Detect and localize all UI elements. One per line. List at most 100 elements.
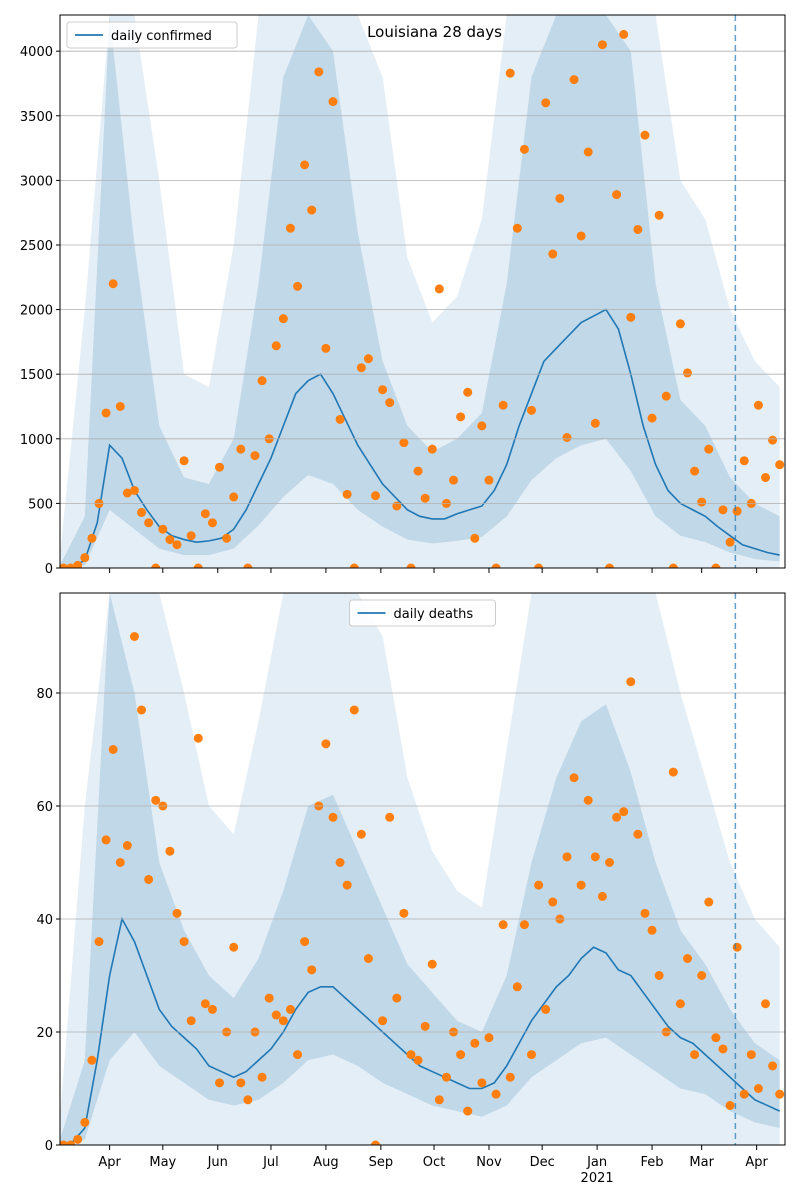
observed-point: [569, 773, 579, 783]
observed-point: [548, 249, 558, 259]
observed-point: [307, 965, 317, 975]
observed-point: [775, 460, 785, 470]
y-tick-label: 1000: [20, 433, 53, 448]
legend-label: daily deaths: [394, 607, 474, 622]
observed-point: [236, 1078, 246, 1088]
observed-point: [484, 1033, 494, 1043]
observed-point: [675, 999, 685, 1009]
observed-point: [683, 368, 693, 378]
observed-point: [73, 1134, 83, 1144]
observed-point: [498, 400, 508, 410]
observed-point: [718, 505, 728, 515]
observed-point: [158, 524, 168, 534]
observed-point: [179, 937, 189, 947]
x-tick-label: Mar: [689, 1155, 714, 1170]
observed-point: [257, 1072, 267, 1082]
observed-point: [527, 1050, 537, 1060]
observed-point: [498, 920, 508, 930]
chart-title: Louisiana 28 days: [367, 23, 502, 41]
observed-point: [229, 492, 239, 502]
observed-point: [207, 518, 217, 528]
observed-point: [371, 1140, 381, 1145]
observed-point: [328, 812, 338, 822]
observed-point: [668, 767, 678, 777]
observed-point: [732, 942, 742, 952]
x-tick-label: Jul: [262, 1155, 279, 1170]
observed-point: [356, 829, 366, 839]
observed-point: [427, 444, 437, 454]
observed-point: [122, 488, 132, 498]
y-tick-label: 0: [45, 1139, 53, 1154]
observed-point: [541, 1004, 551, 1014]
observed-point: [491, 1089, 501, 1099]
observed-point: [363, 354, 373, 364]
observed-point: [271, 1010, 281, 1020]
observed-point: [115, 858, 125, 868]
observed-point: [371, 491, 381, 501]
observed-point: [144, 874, 154, 884]
observed-point: [378, 385, 388, 395]
observed-point: [597, 40, 607, 50]
observed-point: [321, 739, 331, 749]
observed-point: [477, 421, 487, 431]
outer-band: [60, 15, 780, 568]
y-tick-label: 80: [36, 687, 53, 702]
observed-point: [761, 999, 771, 1009]
observed-point: [243, 563, 253, 568]
x-tick-label: Jan: [586, 1155, 607, 1170]
observed-point: [378, 1016, 388, 1026]
observed-point: [200, 999, 210, 1009]
observed-point: [775, 1089, 785, 1099]
observed-point: [144, 518, 154, 528]
observed-point: [590, 852, 600, 862]
observed-point: [753, 400, 763, 410]
observed-point: [243, 1095, 253, 1105]
observed-point: [619, 807, 629, 817]
x-tick-label: Nov: [476, 1155, 502, 1170]
observed-point: [555, 193, 565, 203]
observed-point: [647, 925, 657, 935]
inner-band: [60, 15, 780, 568]
observed-point: [293, 1050, 303, 1060]
observed-point: [704, 897, 714, 907]
observed-point: [583, 147, 593, 157]
observed-point: [200, 509, 210, 519]
observed-point: [725, 537, 735, 547]
observed-point: [229, 942, 239, 952]
observed-point: [137, 507, 147, 517]
observed-point: [434, 1095, 444, 1105]
observed-point: [108, 745, 118, 755]
observed-point: [612, 190, 622, 200]
observed-point: [257, 376, 267, 386]
x-year-label: 2021: [581, 1171, 614, 1186]
axes-frame: [59, 14, 786, 569]
observed-point: [151, 795, 161, 805]
x-tick-label: Apr: [98, 1155, 121, 1170]
observed-point: [512, 982, 522, 992]
observed-point: [640, 130, 650, 140]
observed-point: [768, 1061, 778, 1071]
observed-point: [66, 563, 76, 568]
observed-point: [690, 466, 700, 476]
legend-box: [66, 21, 238, 49]
observed-point: [505, 1072, 515, 1082]
axes-frame: [59, 592, 786, 1146]
y-tick-label: 0: [45, 562, 53, 577]
observed-point: [406, 563, 416, 568]
observed-point: [484, 475, 494, 485]
x-tick-label: Oct: [423, 1155, 445, 1170]
observed-point: [300, 937, 310, 947]
observed-point: [420, 493, 430, 503]
observed-point: [477, 1078, 487, 1088]
observed-point: [711, 1033, 721, 1043]
observed-point: [186, 1016, 196, 1026]
legend-label: daily confirmed: [111, 29, 212, 44]
observed-point: [356, 363, 366, 373]
observed-point: [186, 531, 196, 541]
observed-point: [633, 224, 643, 234]
plot-area: [60, 15, 785, 568]
observed-point: [605, 858, 615, 868]
observed-point: [569, 75, 579, 85]
y-tick-label: 2000: [20, 304, 53, 319]
